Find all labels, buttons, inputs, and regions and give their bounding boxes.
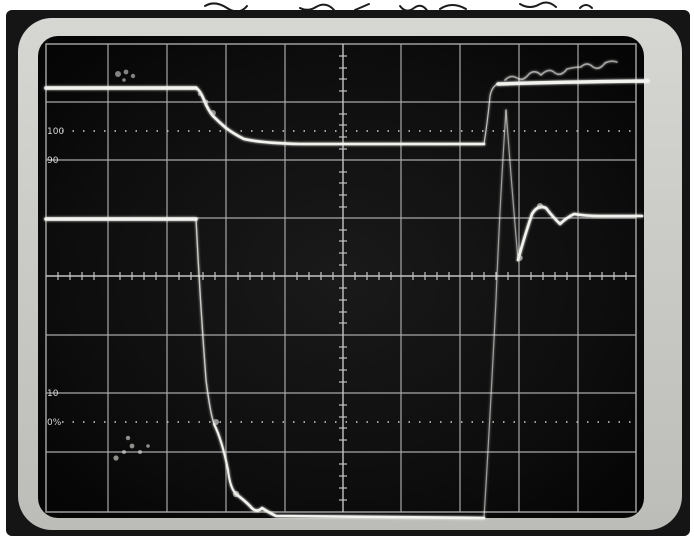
label-100-percent: 100 <box>47 127 64 137</box>
crt-screen <box>38 36 644 518</box>
graticule-vertical-lines <box>107 44 579 512</box>
handwritten-pen-marks <box>204 1 593 13</box>
upper-trace <box>44 60 650 146</box>
graticule-border <box>45 43 637 513</box>
lower-trace <box>44 109 644 520</box>
lower-trace-noise <box>113 203 543 498</box>
dotted-reference-lines <box>62 130 636 423</box>
label-0-percent: 0% <box>47 418 62 428</box>
label-10-percent: 10 <box>47 389 59 399</box>
label-90-percent: 90 <box>47 156 59 166</box>
graticule-center-ticks <box>57 55 627 501</box>
upper-trace-noise <box>115 69 216 116</box>
